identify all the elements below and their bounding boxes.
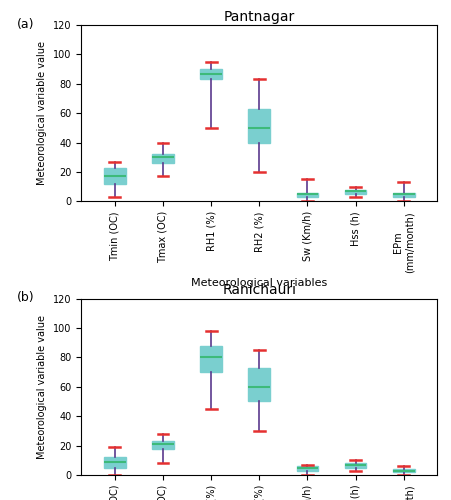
PathPatch shape (200, 346, 222, 372)
PathPatch shape (393, 192, 414, 197)
PathPatch shape (200, 69, 222, 80)
PathPatch shape (297, 192, 318, 197)
PathPatch shape (104, 458, 126, 468)
PathPatch shape (152, 441, 174, 448)
Text: (b): (b) (17, 292, 35, 304)
PathPatch shape (249, 109, 270, 142)
Title: Pantnagar: Pantnagar (224, 10, 295, 24)
PathPatch shape (249, 368, 270, 402)
Y-axis label: Meteorological variable value: Meteorological variable value (37, 41, 47, 185)
X-axis label: Meteorological variables: Meteorological variables (191, 278, 327, 288)
PathPatch shape (345, 463, 367, 468)
PathPatch shape (152, 154, 174, 163)
PathPatch shape (297, 466, 318, 470)
PathPatch shape (345, 190, 367, 194)
PathPatch shape (393, 469, 414, 472)
Y-axis label: Meteorological variable value: Meteorological variable value (37, 315, 47, 459)
Text: (a): (a) (17, 18, 35, 31)
PathPatch shape (104, 168, 126, 184)
Title: Ranichauri: Ranichauri (222, 284, 296, 298)
